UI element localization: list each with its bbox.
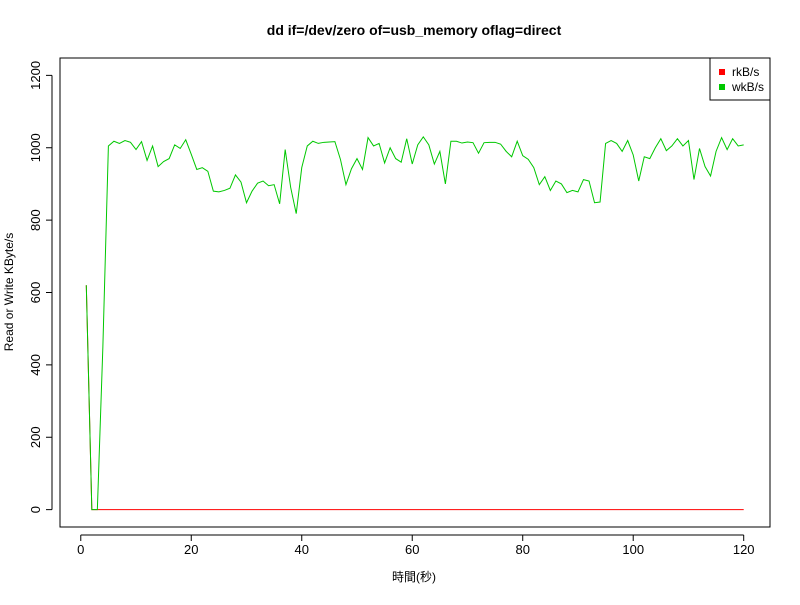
x-tick-label: 40 (295, 542, 309, 557)
y-tick-label: 200 (28, 426, 43, 448)
plot-frame (59, 57, 771, 528)
legend-label: wkB/s (731, 80, 764, 94)
x-tick-label: 80 (515, 542, 529, 557)
series-line (85, 136, 744, 511)
legend-swatch (719, 84, 725, 90)
legend-swatch (719, 69, 725, 75)
y-tick-label: 600 (28, 282, 43, 304)
legend-box (709, 57, 771, 101)
x-tick-label: 0 (77, 542, 84, 557)
legend-label: rkB/s (732, 65, 759, 79)
x-tick-label: 20 (184, 542, 198, 557)
y-tick-label: 0 (28, 506, 43, 513)
chart-title: dd if=/dev/zero of=usb_memory oflag=dire… (267, 22, 562, 38)
x-tick-label: 60 (405, 542, 419, 557)
y-tick-label: 400 (28, 354, 43, 376)
y-tick-label: 800 (28, 209, 43, 231)
y-axis-label: Read or Write KByte/s (2, 233, 16, 352)
y-tick-label: 1200 (28, 61, 43, 90)
x-tick-label: 100 (622, 542, 644, 557)
x-axis-label: 時間(秒) (392, 570, 436, 584)
y-tick-label: 1000 (28, 133, 43, 162)
series-line (85, 285, 744, 511)
x-tick-label: 120 (733, 542, 755, 557)
